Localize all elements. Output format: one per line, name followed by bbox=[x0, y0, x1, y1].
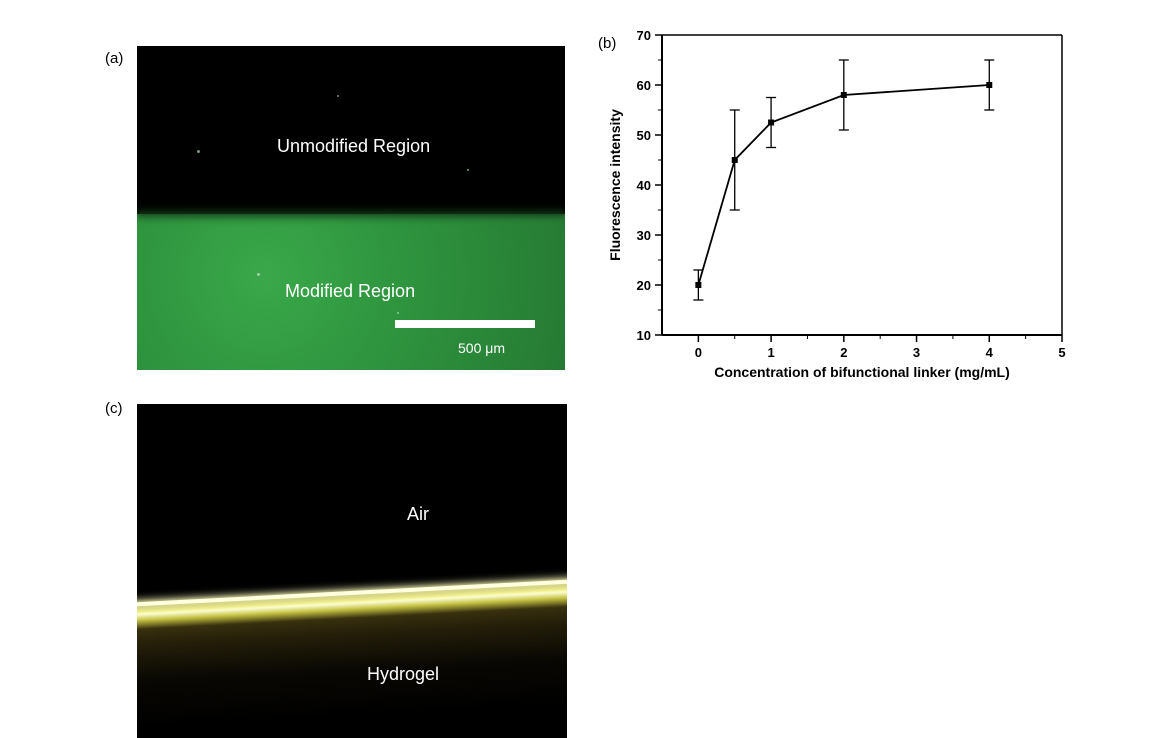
scalebar-label: 500 μm bbox=[458, 340, 505, 356]
panel-c-image: Air Hydrogel bbox=[137, 404, 567, 738]
figure-page: (a) Unmodified Region Modified Region 50… bbox=[0, 0, 1173, 738]
svg-text:20: 20 bbox=[637, 278, 651, 293]
svg-text:0: 0 bbox=[695, 345, 702, 360]
panel-a-label: (a) bbox=[105, 50, 123, 67]
svg-text:50: 50 bbox=[637, 128, 651, 143]
svg-text:10: 10 bbox=[637, 328, 651, 343]
noise-speck bbox=[197, 150, 200, 153]
svg-text:4: 4 bbox=[986, 345, 994, 360]
noise-speck bbox=[257, 273, 260, 276]
panel-b-chart: 10 20 30 40 50 60 70 0 1 2 3 4 5 Concentration of bif… bbox=[600, 25, 1070, 385]
hydrogel-text: Hydrogel bbox=[367, 664, 439, 685]
svg-text:1: 1 bbox=[767, 345, 774, 360]
scalebar bbox=[395, 320, 535, 328]
modified-region-text: Modified Region bbox=[285, 281, 415, 302]
svg-text:60: 60 bbox=[637, 78, 651, 93]
svg-text:2: 2 bbox=[840, 345, 847, 360]
unmodified-region-text: Unmodified Region bbox=[277, 136, 430, 157]
svg-text:5: 5 bbox=[1058, 345, 1065, 360]
svg-text:3: 3 bbox=[913, 345, 920, 360]
air-text: Air bbox=[407, 504, 429, 525]
chart-svg: 10 20 30 40 50 60 70 0 1 2 3 4 5 Concentration of bif… bbox=[600, 25, 1070, 385]
svg-text:40: 40 bbox=[637, 178, 651, 193]
svg-text:30: 30 bbox=[637, 228, 651, 243]
panel-a-image: Unmodified Region Modified Region 500 μm bbox=[137, 46, 565, 370]
noise-speck bbox=[337, 95, 339, 97]
y-axis-label: Fluorescence intensity bbox=[607, 109, 623, 261]
svg-text:70: 70 bbox=[637, 28, 651, 43]
noise-speck bbox=[467, 169, 469, 171]
panel-c-label: (c) bbox=[105, 400, 123, 417]
noise-speck bbox=[397, 312, 399, 314]
x-axis-label: Concentration of bifunctional linker (mg… bbox=[714, 364, 1010, 380]
